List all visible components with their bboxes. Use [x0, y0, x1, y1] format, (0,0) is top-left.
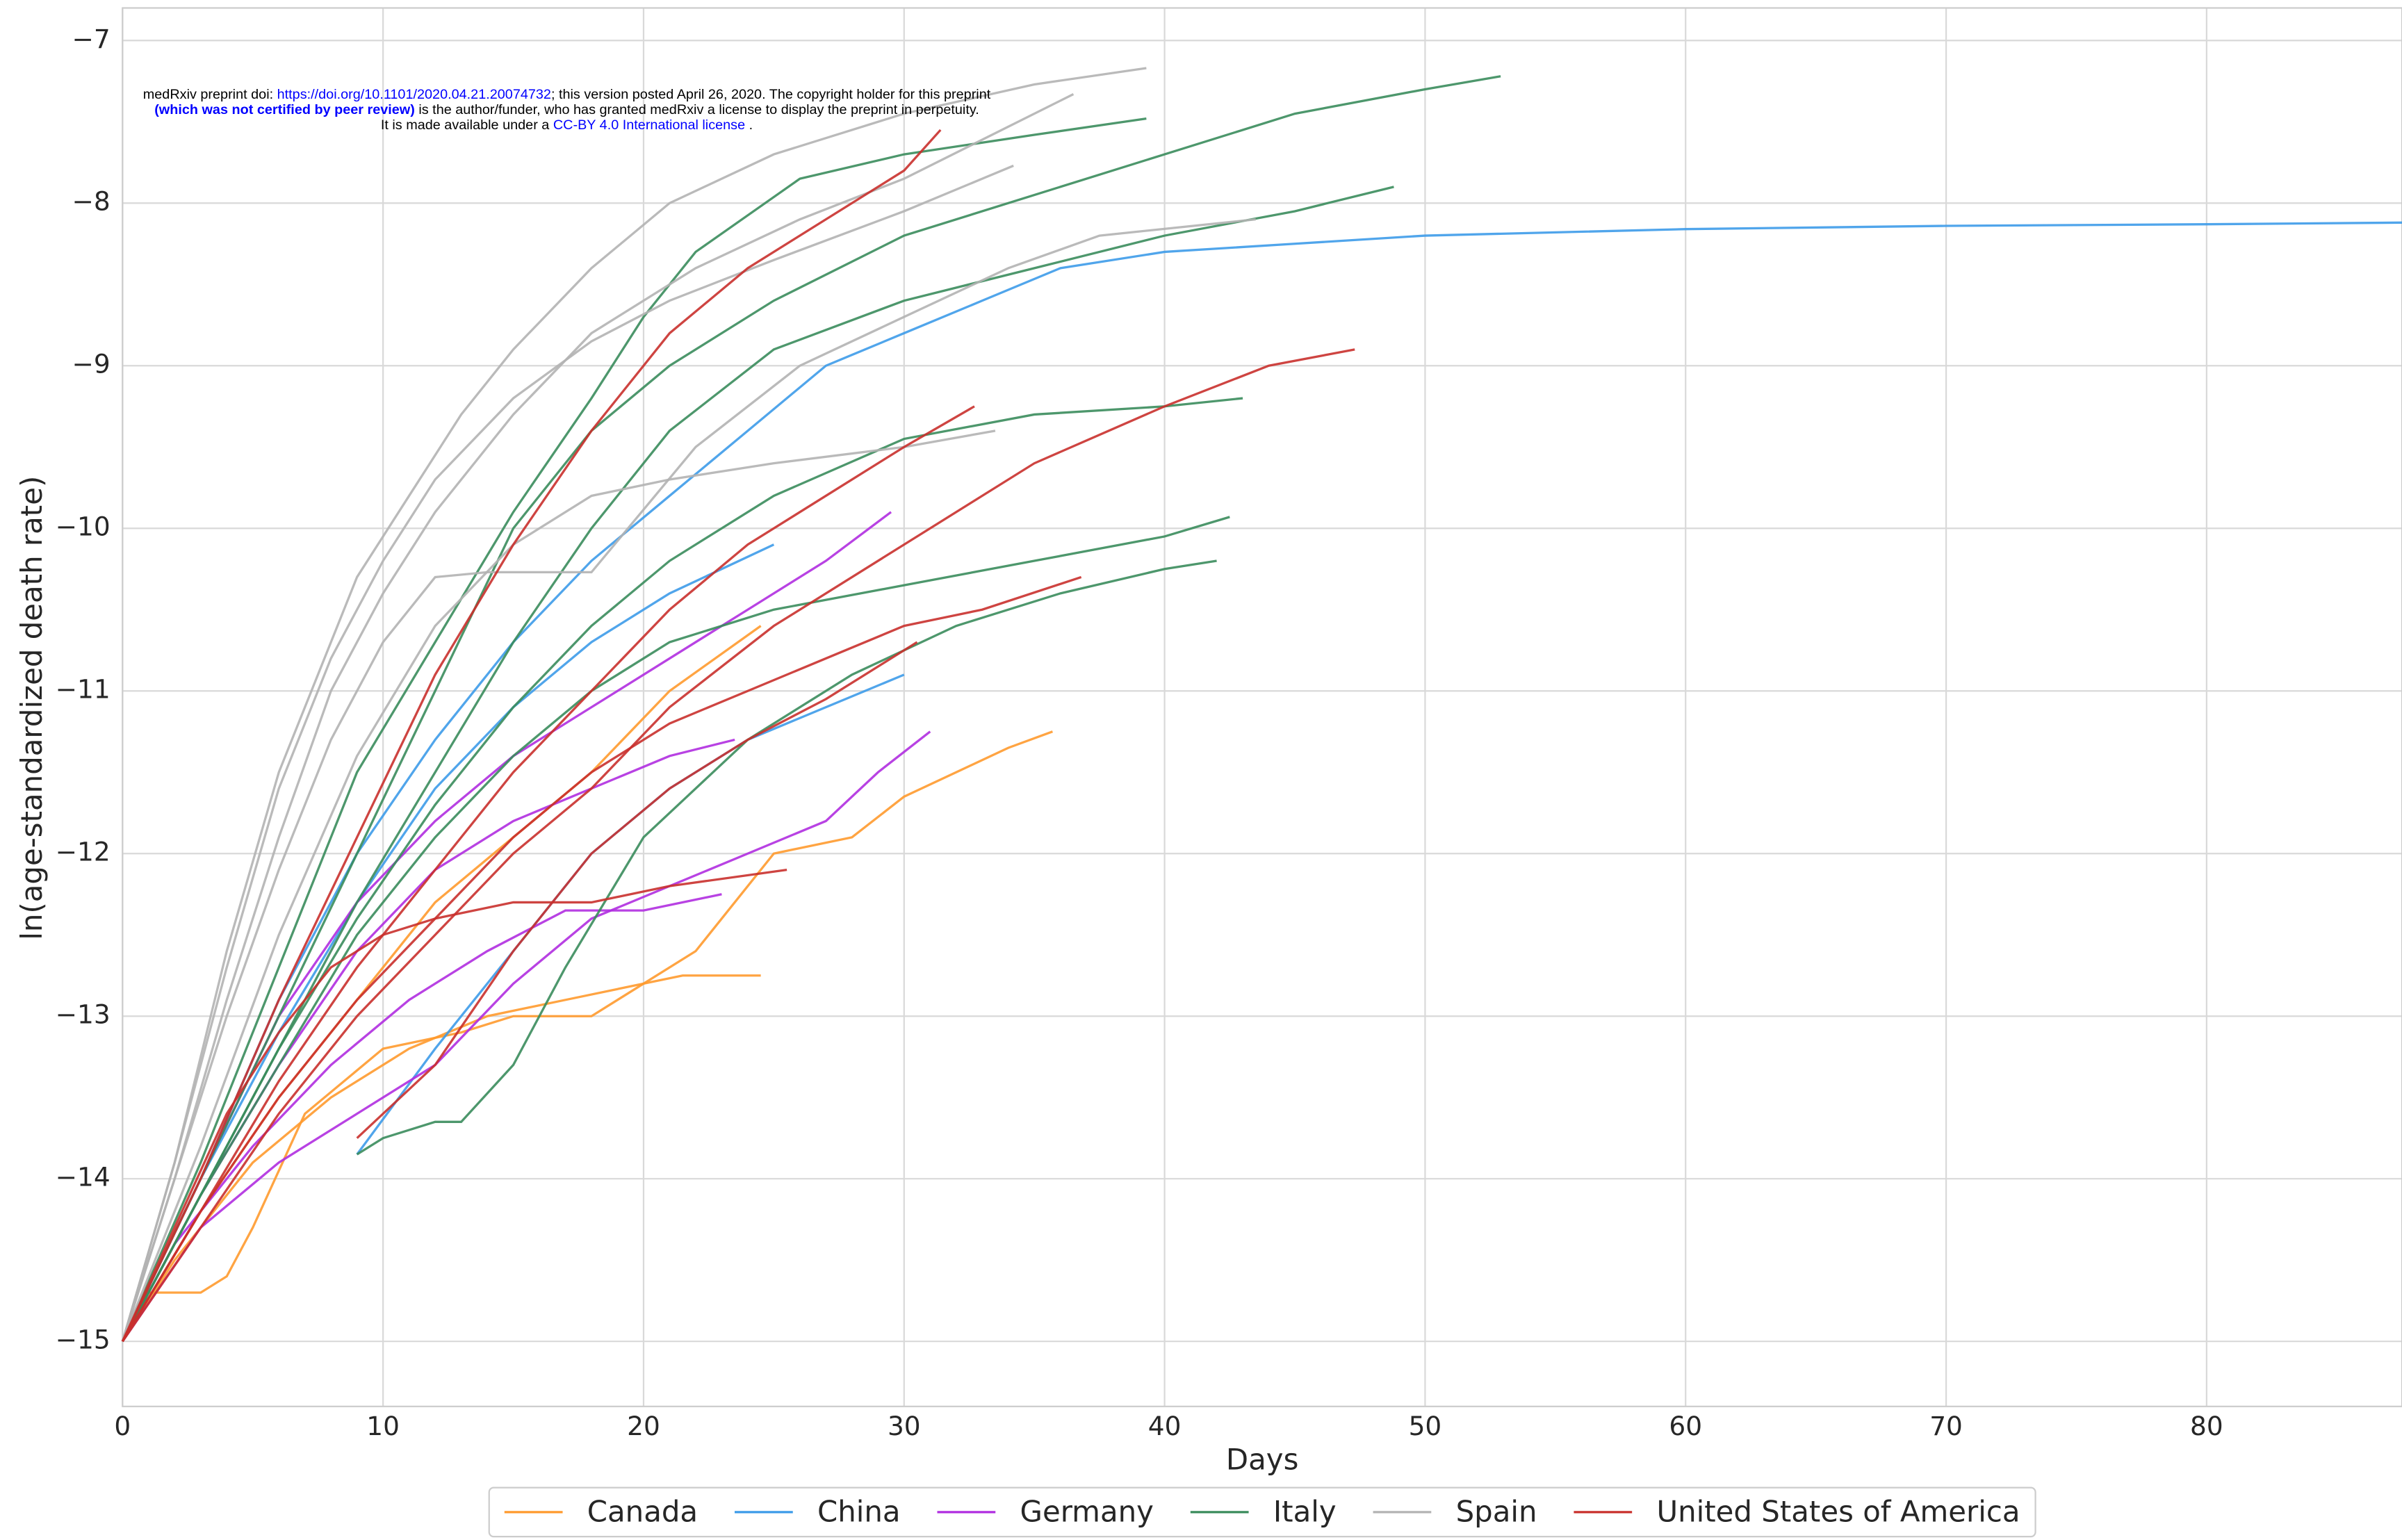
country-curve [121, 516, 1230, 1342]
y-tick-label: −9 [72, 349, 110, 379]
y-tick-label: −15 [56, 1325, 111, 1355]
x-tick-label: 40 [1148, 1411, 1182, 1441]
notice-text: . [745, 117, 753, 133]
country-curve [121, 868, 787, 1342]
country-curve [121, 429, 996, 1342]
y-tick-label: −10 [56, 511, 111, 542]
country-curve [121, 93, 1075, 1342]
preprint-notice: (which was not certified by peer review)… [154, 102, 979, 117]
country-curve [121, 397, 1243, 1342]
legend-frame [488, 1486, 2036, 1538]
country-curve [121, 221, 2402, 1342]
y-tick-label: −7 [72, 24, 110, 54]
country-curve [121, 575, 1082, 1343]
notice-text: It is made available under a [381, 117, 553, 133]
lines [121, 67, 2402, 1343]
country-curve [121, 218, 1256, 1342]
country-curve [121, 67, 1147, 1342]
x-axis-label: Days [1226, 1443, 1298, 1477]
y-tick-label: −12 [56, 837, 111, 867]
x-tick-label: 20 [627, 1411, 660, 1441]
country-curve [121, 164, 1014, 1342]
country-curve [121, 730, 931, 1343]
y-tick-label: −14 [56, 1162, 111, 1193]
y-tick-label: −11 [56, 674, 111, 705]
legend-label: China [817, 1495, 901, 1529]
y-tick-label: −13 [56, 999, 111, 1030]
x-tick-label: 80 [2190, 1411, 2223, 1441]
country-curve [121, 117, 1147, 1342]
preprint-notice: It is made available under a CC-BY 4.0 I… [381, 117, 753, 133]
y-axis-label: ln(age-standardized death rate) [15, 476, 49, 940]
notice-link: CC-BY 4.0 International license [553, 117, 745, 133]
legend-label: Germany [1020, 1495, 1154, 1529]
notice-link: https://doi.org/10.1101/2020.04.21.20074… [277, 87, 551, 102]
legend-label: Spain [1456, 1495, 1537, 1529]
x-tick-label: 0 [114, 1411, 131, 1441]
country-curve [356, 641, 918, 1139]
notice-text: medRxiv preprint doi: [143, 87, 277, 102]
x-tick-label: 30 [888, 1411, 921, 1441]
x-tick-label: 70 [1929, 1411, 1963, 1441]
x-tick-label: 60 [1669, 1411, 1702, 1441]
country-curve [356, 559, 1217, 1156]
country-curve [121, 543, 775, 1342]
notice-link: (which was not certified by peer review) [154, 102, 415, 117]
legend: Canada China Germany Italy Spain United State… [488, 1486, 2036, 1538]
preprint-notice: medRxiv preprint doi: https://doi.org/10… [143, 87, 991, 102]
notice-text: ; this version posted April 26, 2020. Th… [551, 87, 991, 102]
grid [122, 8, 2402, 1407]
legend-label: United States of America [1656, 1495, 2020, 1529]
x-tick-label: 50 [1409, 1411, 1442, 1441]
legend-label: Canada [587, 1495, 698, 1529]
country-curve [121, 730, 1053, 1342]
x-tick-label: 10 [366, 1411, 400, 1441]
legend-label: Italy [1273, 1495, 1337, 1529]
country-curve [121, 75, 1501, 1342]
country-curve [121, 348, 1355, 1343]
country-curve [121, 186, 1394, 1342]
country-curve [121, 405, 975, 1343]
country-curve [121, 129, 942, 1342]
y-tick-label: −8 [72, 186, 110, 217]
notice-text: is the author/funder, who has granted me… [415, 102, 979, 117]
